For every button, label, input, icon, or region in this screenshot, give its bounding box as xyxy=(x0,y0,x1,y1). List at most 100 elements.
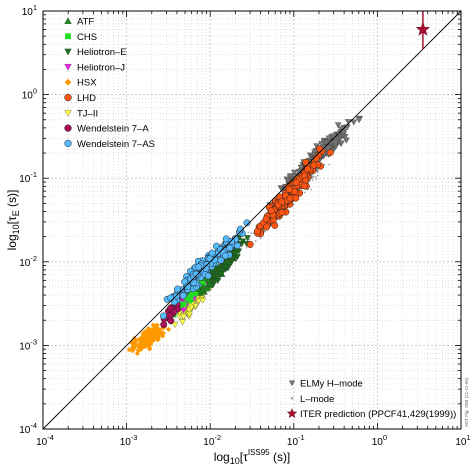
data-point xyxy=(234,242,241,250)
data-point xyxy=(165,326,172,332)
y-tick-labels: 10-4 10-3 10-2 10-1 100 101 xyxy=(19,3,37,436)
data-point xyxy=(278,197,286,205)
legend-label: L–mode xyxy=(300,394,334,405)
data-point xyxy=(263,223,270,231)
y-tick-label: 10-1 xyxy=(19,170,37,185)
data-point xyxy=(192,270,200,278)
data-point xyxy=(160,321,168,329)
data-point xyxy=(174,285,181,293)
data-point xyxy=(237,225,244,233)
data-point xyxy=(334,122,342,129)
data-point xyxy=(221,252,229,260)
data-point xyxy=(201,281,207,286)
data-point xyxy=(250,232,252,234)
legend-marker xyxy=(288,380,296,387)
data-point xyxy=(246,241,254,248)
legend-item: L–mode xyxy=(290,394,334,405)
stellarator-legend: ATF CHS Heliotron–E Heliotron–J HSX LHD TJ–II W… xyxy=(64,17,155,150)
legend-marker xyxy=(64,109,72,117)
data-point xyxy=(129,348,136,354)
data-point xyxy=(182,302,187,307)
data-point xyxy=(337,140,345,147)
legend-marker xyxy=(286,408,298,419)
data-point xyxy=(188,295,194,301)
data-point xyxy=(315,175,317,178)
data-point xyxy=(278,209,286,217)
data-point xyxy=(204,272,212,280)
legend-item: ATF xyxy=(64,17,94,28)
data-point xyxy=(267,207,275,215)
data-point xyxy=(166,312,174,320)
data-point xyxy=(153,333,159,340)
legend-label: Heliotron–J xyxy=(77,62,125,73)
data-point xyxy=(311,179,314,181)
legend-marker xyxy=(64,64,72,71)
data-point xyxy=(262,215,270,223)
data-point xyxy=(142,329,148,335)
data-point xyxy=(312,175,315,178)
legend-item: ITER prediction (PPCF41,429(1999)) xyxy=(286,408,456,420)
data-point xyxy=(330,133,337,140)
data-point xyxy=(136,336,142,342)
data-point xyxy=(146,326,152,333)
data-point xyxy=(243,219,251,227)
legend-marker xyxy=(64,17,72,24)
legend-marker xyxy=(64,48,72,56)
legend-marker xyxy=(64,124,72,132)
legend-item: ELMy H–mode xyxy=(288,379,363,390)
data-point xyxy=(247,231,250,234)
iter-star xyxy=(415,21,431,36)
legend-marker xyxy=(64,78,72,86)
data-point xyxy=(140,334,146,340)
data-point xyxy=(145,339,151,346)
data-point xyxy=(216,267,224,274)
data-point xyxy=(311,177,313,180)
data-point xyxy=(253,227,261,235)
data-point xyxy=(244,235,251,242)
data-point xyxy=(323,163,326,166)
data-point xyxy=(316,171,319,173)
data-points xyxy=(126,115,363,357)
data-point xyxy=(179,319,186,326)
data-point xyxy=(202,285,210,292)
data-point xyxy=(167,294,175,302)
legend-marker xyxy=(64,93,72,102)
data-point xyxy=(264,230,266,232)
data-point xyxy=(355,117,363,124)
legend-item: Wendelstein 7–A xyxy=(64,124,149,135)
data-point xyxy=(304,165,312,173)
reference-diagonal-line xyxy=(42,10,462,430)
data-point xyxy=(350,119,358,126)
data-point xyxy=(252,232,255,234)
data-point xyxy=(180,313,187,320)
data-point xyxy=(224,259,231,266)
legend-item: Wendelstein 7–AS xyxy=(64,139,155,150)
series-lhd xyxy=(246,145,334,248)
legend-label: Heliotron–E xyxy=(77,47,127,58)
data-point xyxy=(143,334,150,340)
legend-item: LHD xyxy=(64,93,96,104)
data-point xyxy=(154,322,160,328)
data-point xyxy=(208,249,216,257)
y-tick-label: 101 xyxy=(22,3,37,18)
legend-marker xyxy=(65,33,71,40)
legend-item: CHS xyxy=(65,32,97,43)
grid-lines xyxy=(43,11,461,429)
legend-item: TJ–II xyxy=(64,108,98,119)
data-point xyxy=(188,304,195,312)
data-point xyxy=(184,283,192,291)
x-tick-labels: 10-4 10-3 10-2 10-1 100 101 xyxy=(36,433,471,448)
y-axis-label: log10[τE (s)] xyxy=(5,190,21,251)
x-tick-label: 10-2 xyxy=(203,433,221,448)
data-point xyxy=(138,346,144,352)
data-point xyxy=(316,145,324,153)
data-point xyxy=(318,141,325,148)
data-point xyxy=(167,304,174,312)
data-point xyxy=(179,292,187,300)
plot-frame xyxy=(42,10,462,430)
data-point xyxy=(218,271,226,278)
data-point xyxy=(310,188,312,191)
axis-ticks xyxy=(42,11,461,430)
data-point xyxy=(292,179,300,186)
